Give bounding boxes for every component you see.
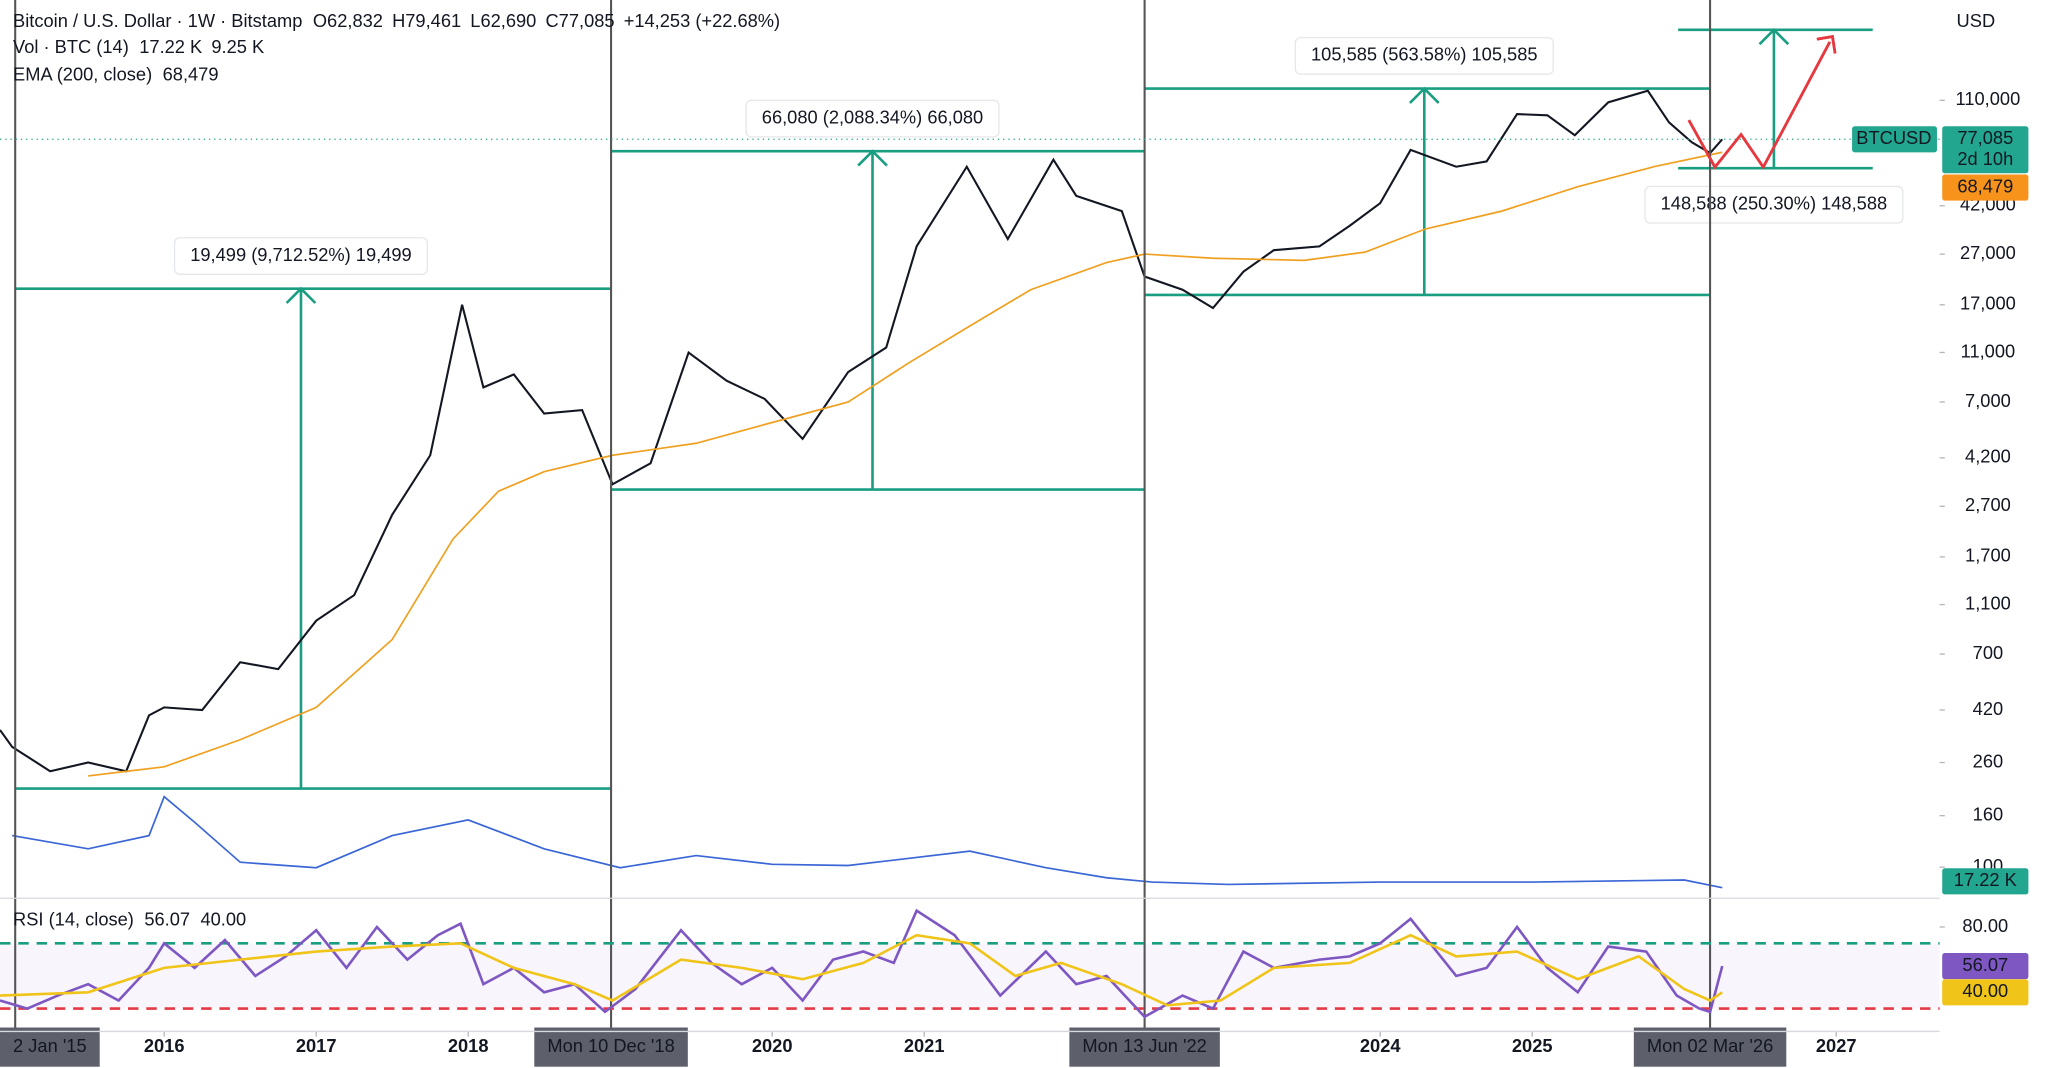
rsi-legend-value: 56.07 xyxy=(144,908,190,929)
measure-label: 66,080 (2,088.34%) 66,080 xyxy=(762,106,983,127)
countdown: 2d 10h xyxy=(1957,148,2013,169)
rsi-tag: 56.07 xyxy=(1962,954,2008,975)
ema-legend: EMA (200, close) xyxy=(13,64,152,85)
y-tick-label: 80.00 xyxy=(1962,915,2008,936)
ohlc-value: O62,832 xyxy=(313,10,383,31)
rsi-tag: 40.00 xyxy=(1962,980,2008,1001)
x-tick-label: 2025 xyxy=(1512,1035,1553,1056)
price-tag-bg xyxy=(1942,126,2029,174)
date-marker-bg xyxy=(534,1027,688,1067)
ema-line xyxy=(88,151,1723,777)
legend: Bitcoin / U.S. Dollar · 1W · Bitstamp Vo… xyxy=(13,10,302,85)
y-tick-label: 110,000 xyxy=(1956,88,2021,109)
symbol-tag-bg xyxy=(1852,126,1937,153)
date-marker-label: 2 Jan '15 xyxy=(13,1035,87,1056)
rsi-legend-value: 40.00 xyxy=(201,908,247,929)
y-tick-label: 4,200 xyxy=(1965,446,2011,467)
measure-label: 148,588 (250.30%) 148,588 xyxy=(1661,193,1888,214)
rsi-ma-line xyxy=(0,933,1723,1007)
date-marker-label: Mon 10 Dec '18 xyxy=(547,1035,674,1056)
rsi-title: RSI (14, close) xyxy=(13,908,134,929)
date-marker-label: Mon 13 Jun '22 xyxy=(1082,1035,1206,1056)
measure-label: 105,585 (563.58%) 105,585 xyxy=(1311,44,1538,65)
ema-tag-bg xyxy=(1942,174,2029,201)
ema-value: 68,479 xyxy=(163,64,219,85)
volume-tag: 17.22 K xyxy=(1954,869,2017,890)
date-marker-bg xyxy=(1069,1027,1220,1067)
measure-arrowhead xyxy=(285,286,317,304)
price-line xyxy=(0,89,1724,773)
measure-arrowhead xyxy=(1758,27,1790,46)
x-tick-label: 2021 xyxy=(904,1035,945,1056)
x-tick-label: 2020 xyxy=(752,1035,793,1056)
rsi-tag-bg xyxy=(1942,952,2029,980)
date-marker-label: Mon 02 Mar '26 xyxy=(1647,1035,1773,1056)
volume-ma-line xyxy=(12,795,1723,889)
date-marker-bg xyxy=(0,1027,100,1067)
currency-label: USD xyxy=(1957,10,1996,31)
rsi-tag-bg xyxy=(1942,979,2029,1006)
measure-label-bg xyxy=(173,237,429,275)
y-tick-label: 420 xyxy=(1973,698,2003,719)
y-tick-label: 700 xyxy=(1973,642,2003,663)
x-tick-label: 2024 xyxy=(1360,1035,1401,1056)
y-tick-label: 27,000 xyxy=(1960,242,2016,263)
volume-value: 9.25 K xyxy=(211,36,264,57)
symbol-tag: BTCUSD xyxy=(1856,127,1931,148)
x-tick-label: 2016 xyxy=(144,1035,185,1056)
measure-arrowhead xyxy=(857,149,888,167)
ohlc-value: +14,253 (+22.68%) xyxy=(624,10,780,31)
volume-value: 17.22 K xyxy=(139,36,202,57)
ohlc-value: L62,690 xyxy=(470,10,536,31)
y-tick-label: 2,700 xyxy=(1965,494,2011,515)
rsi-line xyxy=(0,908,1724,1019)
volume-legend: Vol · BTC (14) xyxy=(13,36,129,57)
x-tick-label: 2027 xyxy=(1816,1035,1857,1056)
measure-label-bg xyxy=(1294,36,1554,75)
measure-label-bg xyxy=(745,99,1000,138)
y-tick-label: 1,100 xyxy=(1965,592,2011,613)
symbol-title: Bitcoin / U.S. Dollar · 1W · Bitstamp xyxy=(13,10,302,31)
y-tick-label: 11,000 xyxy=(1961,340,2016,361)
measure-arrowhead xyxy=(1408,86,1440,104)
x-tick-label: 2018 xyxy=(448,1035,489,1056)
y-tick-label: 260 xyxy=(1973,750,2003,771)
volume-tag-bg xyxy=(1942,868,2029,895)
y-tick-label: 160 xyxy=(1973,804,2003,825)
ohlc-value: C77,085 xyxy=(545,10,614,31)
date-marker-bg xyxy=(1633,1027,1787,1067)
price-tag: 77,085 xyxy=(1957,127,2013,148)
ohlc-value: H79,461 xyxy=(392,10,461,31)
y-tick-label: 17,000 xyxy=(1960,293,2016,314)
projection-arrow xyxy=(1687,41,1832,170)
x-tick-label: 2017 xyxy=(296,1035,337,1056)
projection-arrowhead xyxy=(1816,34,1837,54)
ema-tag: 68,479 xyxy=(1957,175,2013,196)
measure-label: 19,499 (9,712.52%) 19,499 xyxy=(190,244,411,265)
y-tick-label: 1,700 xyxy=(1965,545,2011,566)
y-tick-label: 7,000 xyxy=(1965,390,2011,411)
